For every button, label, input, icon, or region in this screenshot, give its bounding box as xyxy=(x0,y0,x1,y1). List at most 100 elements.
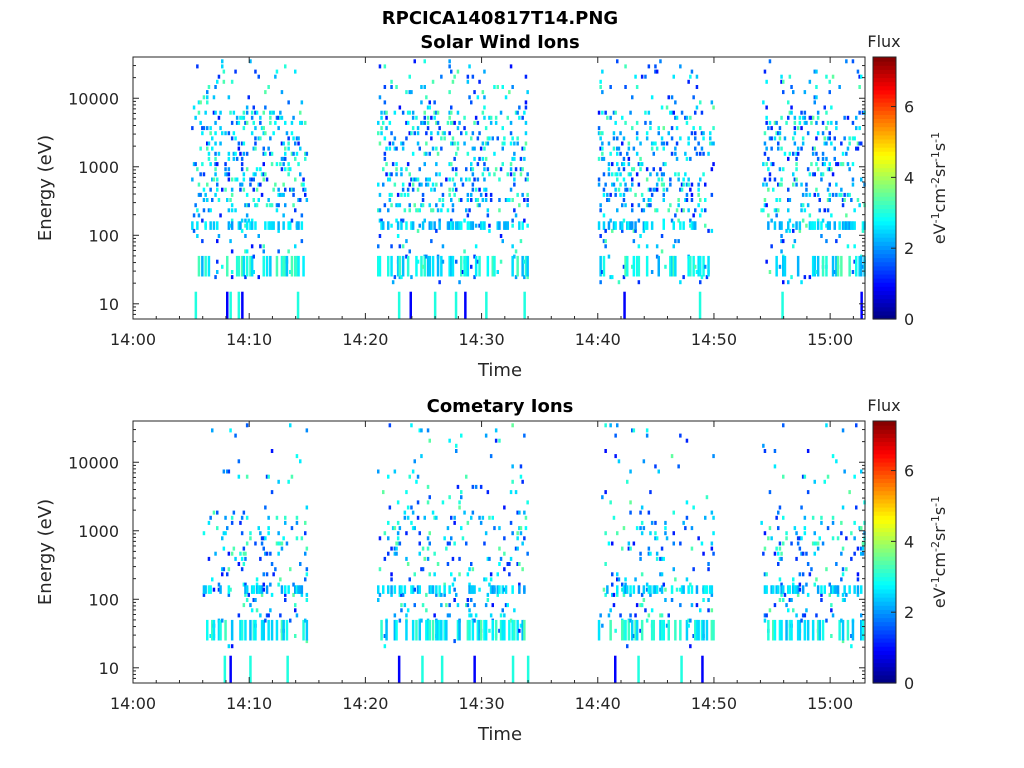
solar-wind-colorbar-segment xyxy=(873,97,896,103)
cometary-flux-cell xyxy=(526,500,529,505)
cometary-flux-cell xyxy=(518,562,521,566)
solar-wind-flux-cell xyxy=(783,255,787,277)
solar-wind-flux-cell xyxy=(224,167,227,172)
solar-wind-flux-cell xyxy=(612,182,616,187)
solar-wind-flux-cell xyxy=(382,182,385,187)
cometary-flux-cell xyxy=(765,585,768,594)
cometary-flux-cell xyxy=(632,428,636,433)
cometary-flux-cell xyxy=(815,541,818,546)
solar-wind-flux-cell xyxy=(609,192,612,197)
solar-wind-flux-cell xyxy=(468,95,471,100)
solar-wind-flux-cell xyxy=(639,167,642,172)
solar-wind-flux-cell xyxy=(624,182,627,187)
solar-wind-flux-cell xyxy=(267,198,270,202)
solar-wind-flux-cell xyxy=(451,167,455,172)
solar-wind-flux-cell xyxy=(214,141,217,146)
cometary-flux-cell xyxy=(478,619,481,641)
cometary-flux-cell xyxy=(463,510,466,515)
solar-wind-flux-cell xyxy=(801,141,805,146)
solar-wind-flux-cell xyxy=(222,79,226,84)
cometary-flux-cell xyxy=(790,598,793,602)
solar-wind-flux-cell xyxy=(816,221,820,230)
solar-wind-flux-cell xyxy=(461,270,465,274)
cometary-flux-cell xyxy=(269,551,272,556)
solar-wind-flux-cell xyxy=(770,244,773,249)
cometary-flux-cell xyxy=(471,510,475,515)
solar-wind-flux-cell xyxy=(387,221,390,230)
cometary-flux-cell xyxy=(227,644,231,649)
solar-wind-flux-cell xyxy=(262,131,265,136)
solar-wind-flux-cell xyxy=(632,255,636,277)
solar-wind-flux-cell xyxy=(626,221,629,230)
solar-wind-flux-cell xyxy=(436,120,440,125)
cometary-flux-cell xyxy=(254,598,257,602)
solar-wind-flux-cell xyxy=(466,74,470,79)
solar-wind-flux-cell xyxy=(830,120,833,125)
solar-wind-flux-cell xyxy=(848,136,851,141)
solar-wind-flux-cell xyxy=(785,228,788,233)
solar-wind-colorbar-segment xyxy=(873,77,896,83)
solar-wind-flux-cell xyxy=(619,221,622,230)
cometary-flux-cell xyxy=(672,531,675,536)
cometary-flux-cell xyxy=(775,515,778,520)
solar-wind-flux-cell xyxy=(378,208,382,213)
cometary-flux-cell xyxy=(465,603,468,608)
solar-wind-flux-cell xyxy=(250,110,254,115)
cometary-flux-cell xyxy=(265,474,269,479)
cometary-colorbar-segment xyxy=(873,445,896,451)
solar-wind-flux-cell xyxy=(851,182,855,187)
solar-wind-flux-cell xyxy=(275,203,279,208)
solar-wind-flux-cell xyxy=(391,141,395,146)
cometary-flux-cell xyxy=(260,536,264,541)
cometary-flux-cell xyxy=(614,433,617,438)
solar-wind-flux-cell xyxy=(627,221,631,230)
solar-wind-flux-cell xyxy=(855,146,858,151)
solar-wind-flux-cell xyxy=(637,244,641,249)
cometary-colorbar-segment xyxy=(873,437,896,443)
solar-wind-flux-cell xyxy=(393,275,397,280)
cometary-flux-cell xyxy=(415,479,418,484)
solar-wind-flux-cell xyxy=(825,239,828,244)
cometary-colorbar-segment xyxy=(873,482,896,488)
solar-wind-flux-cell xyxy=(388,172,392,177)
cometary-flux-cell xyxy=(763,585,767,594)
solar-wind-flux-cell xyxy=(406,162,410,167)
solar-wind-flux-cell xyxy=(395,172,398,177)
solar-wind-flux-cell xyxy=(431,182,435,187)
cometary-flux-cell xyxy=(614,454,617,459)
cometary-flux-cell xyxy=(299,562,302,566)
cometary-flux-cell xyxy=(831,613,835,618)
cometary-flux-cell xyxy=(801,613,805,618)
solar-wind-flux-cell xyxy=(391,280,395,285)
solar-wind-flux-cell xyxy=(191,221,194,230)
cometary-flux-cell xyxy=(629,585,632,594)
solar-wind-flux-cell xyxy=(796,126,800,131)
cometary-flux-cell xyxy=(709,585,712,594)
solar-wind-flux-cell xyxy=(224,162,227,167)
cometary-flux-cell xyxy=(387,474,390,479)
cometary-flux-cell xyxy=(242,546,246,551)
solar-wind-flux-cell xyxy=(468,64,471,69)
cometary-flux-cell xyxy=(692,505,695,510)
solar-wind-flux-cell xyxy=(795,156,798,161)
cometary-flux-cell xyxy=(818,536,821,541)
solar-wind-heatmap xyxy=(191,59,866,319)
solar-wind-flux-cell xyxy=(523,198,526,202)
solar-wind-flux-cell xyxy=(614,221,617,230)
cometary-flux-cell xyxy=(451,556,455,561)
cometary-flux-cell xyxy=(790,619,793,641)
solar-wind-flux-cell xyxy=(684,115,687,120)
cometary-flux-cell xyxy=(624,582,627,587)
cometary-flux-cell xyxy=(474,484,478,489)
cometary-flux-cell xyxy=(612,515,616,520)
solar-wind-flux-cell xyxy=(304,156,307,161)
solar-wind-flux-cell xyxy=(851,120,855,125)
solar-wind-flux-cell xyxy=(795,177,798,182)
solar-wind-flux-cell xyxy=(808,192,812,197)
solar-wind-flux-cell xyxy=(279,115,282,120)
solar-wind-flux-cell xyxy=(201,218,204,223)
cometary-flux-cell xyxy=(445,546,448,551)
solar-wind-flux-cell xyxy=(798,115,802,120)
solar-wind-flux-cell xyxy=(436,208,440,213)
solar-wind-flux-cell xyxy=(415,255,418,277)
